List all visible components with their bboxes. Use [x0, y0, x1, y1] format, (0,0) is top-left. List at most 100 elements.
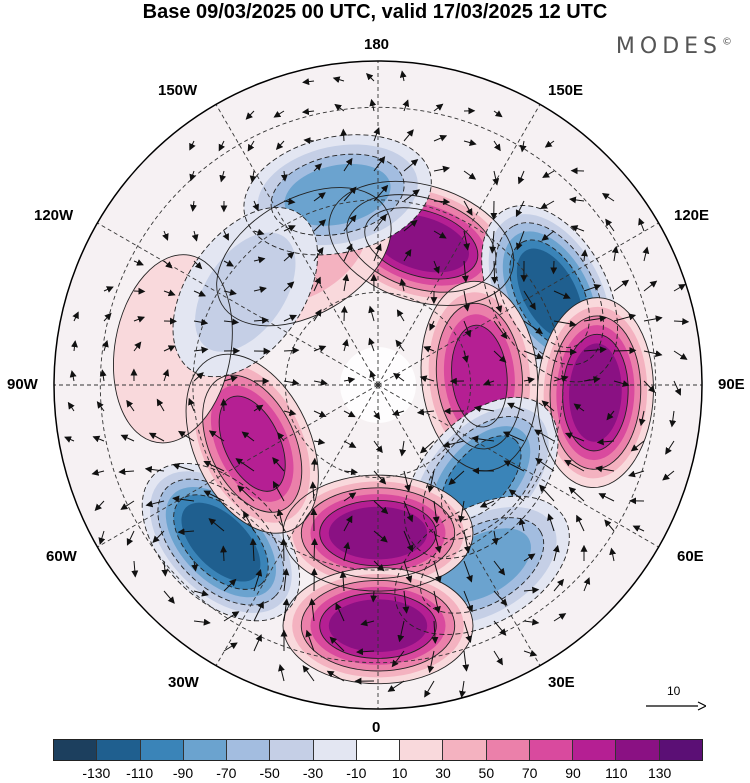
wind-arrow: [473, 405, 495, 413]
wind-arrow: [573, 403, 585, 412]
colorbar-swatch: [486, 740, 530, 760]
anomaly-band: [195, 232, 296, 352]
wind-arrow: [541, 230, 555, 241]
colorbar-tick-label: -90: [172, 765, 194, 781]
wind-arrow: [613, 380, 630, 387]
wind-arrow: [313, 219, 327, 232]
wind-arrow: [208, 430, 225, 442]
wind-arrow: [368, 305, 375, 322]
wind-arrow: [665, 440, 675, 455]
wind-arrow: [583, 577, 591, 592]
wind-arrow: [223, 318, 240, 326]
wind-arrow: [493, 290, 503, 313]
wind-arrow: [64, 436, 75, 443]
wind-arrow: [302, 78, 315, 86]
wind-arrow: [309, 481, 317, 502]
wind-arrow: [98, 530, 106, 545]
wind-arrow: [126, 530, 135, 546]
wind-arrow: [433, 560, 442, 584]
lon-label-60w: 60W: [46, 548, 77, 565]
wind-arrow: [462, 650, 470, 672]
wind-arrow: [419, 375, 435, 383]
wind-arrow: [249, 538, 257, 562]
wind-arrow: [373, 213, 387, 232]
parallel-line: [99, 106, 657, 664]
wind-arrow: [576, 514, 585, 532]
wind-arrow: [673, 380, 682, 396]
wind-arrow: [343, 468, 358, 476]
wind-arrow: [432, 500, 440, 524]
wind-arrow: [245, 110, 255, 120]
wind-arrow: [247, 140, 255, 152]
wind-arrow: [249, 170, 257, 183]
wind-arrow: [583, 315, 607, 323]
wind-arrow: [356, 648, 375, 656]
lon-label-90e: 90E: [718, 376, 745, 393]
contour-line: [420, 517, 545, 614]
wind-arrow: [340, 128, 348, 142]
wind-arrow: [343, 440, 357, 448]
wind-arrow: [550, 260, 558, 275]
wind-arrow: [553, 348, 577, 356]
wind-arrow: [272, 457, 285, 472]
wind-arrow: [433, 165, 450, 173]
colorbar-swatch: [97, 740, 141, 760]
wind-arrow: [673, 350, 688, 360]
wind-arrow: [373, 184, 389, 202]
meridian-line: [97, 222, 379, 386]
wind-arrow: [101, 339, 109, 352]
wind-arrow: [223, 611, 240, 622]
wind-arrow: [313, 276, 321, 292]
wind-arrow: [483, 379, 495, 386]
lon-label-0: 0: [372, 719, 381, 736]
wind-arrow: [581, 249, 588, 262]
wind-arrow: [223, 260, 234, 267]
wind-arrow: [403, 129, 414, 142]
colorbar-tick-label: 70: [521, 765, 538, 781]
wind-arrow: [208, 518, 225, 532]
wind-arrow: [403, 219, 418, 232]
brand-mark: ©: [722, 36, 732, 48]
wind-arrow: [96, 401, 105, 412]
wind-arrow: [237, 485, 255, 502]
wind-arrow: [638, 410, 646, 427]
vector-scale-arrow: [646, 701, 706, 711]
wind-arrow: [369, 98, 377, 112]
wind-arrow: [492, 170, 500, 186]
wind-arrow: [275, 140, 285, 150]
wind-arrow: [144, 465, 165, 473]
colorbar-tick-label: -50: [259, 765, 280, 781]
contour-line: [172, 207, 319, 378]
wind-arrow: [253, 569, 263, 592]
wind-arrow: [280, 538, 288, 562]
wind-arrow: [218, 140, 226, 152]
colorbar-swatch: [443, 740, 487, 760]
wind-arrow: [643, 280, 658, 292]
wind-arrow: [553, 578, 565, 592]
wind-arrow: [313, 345, 327, 352]
wind-arrow: [433, 590, 441, 614]
wind-arrow: [220, 545, 228, 562]
colorbar-tick-label: 90: [565, 765, 581, 781]
wind-arrow: [463, 290, 470, 312]
wind-arrow: [278, 664, 285, 682]
colorbar-tick-label: 30: [435, 765, 451, 781]
wind-arrow: [596, 438, 615, 446]
wind-arrow: [360, 619, 375, 627]
wind-arrow: [503, 460, 525, 472]
wind-arrow: [547, 513, 555, 532]
wind-arrow: [491, 260, 499, 284]
wind-arrow: [403, 159, 419, 172]
anomaly-band: [181, 502, 261, 582]
wind-arrow: [223, 642, 238, 652]
wind-vectors: [64, 70, 690, 698]
wind-arrow: [193, 318, 209, 326]
wind-arrow: [541, 400, 555, 412]
wind-arrow: [493, 590, 508, 606]
brand-name: MODES: [615, 34, 722, 59]
wind-arrow: [343, 157, 353, 172]
wind-arrow: [99, 369, 107, 382]
wind-arrow: [190, 200, 197, 212]
wind-arrow: [673, 283, 686, 292]
wind-arrow: [92, 435, 105, 443]
